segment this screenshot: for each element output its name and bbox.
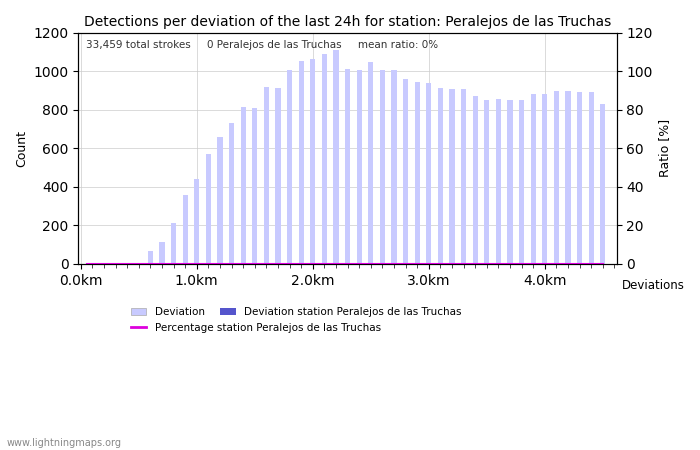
Bar xyxy=(536,263,542,264)
Percentage station Peralejos de las Truchas xyxy=(512,261,520,266)
Bar xyxy=(409,263,414,264)
Bar xyxy=(363,263,368,264)
Text: Deviations: Deviations xyxy=(622,279,685,292)
Text: www.lightningmaps.org: www.lightningmaps.org xyxy=(7,438,122,448)
Bar xyxy=(211,263,217,264)
Bar xyxy=(287,69,292,264)
Bar xyxy=(165,263,170,264)
Bar xyxy=(542,94,547,264)
Bar xyxy=(270,263,275,264)
Bar xyxy=(241,107,246,264)
Bar xyxy=(252,108,258,264)
Bar xyxy=(258,263,263,264)
Bar xyxy=(310,59,316,264)
Bar xyxy=(386,263,391,264)
Bar xyxy=(374,263,379,264)
Bar xyxy=(455,263,461,264)
Bar xyxy=(264,87,269,264)
Bar xyxy=(519,100,524,264)
Bar xyxy=(490,263,495,264)
Bar xyxy=(496,99,501,264)
Bar xyxy=(583,263,588,264)
Bar xyxy=(293,263,298,264)
Bar xyxy=(298,61,304,264)
Bar xyxy=(206,154,211,264)
Bar xyxy=(502,263,507,264)
Bar xyxy=(508,100,512,264)
Bar xyxy=(194,179,199,264)
Bar xyxy=(223,263,228,264)
Percentage station Peralejos de las Truchas xyxy=(442,261,450,266)
Bar xyxy=(275,88,281,264)
Bar xyxy=(559,263,565,264)
Bar xyxy=(328,263,332,264)
Bar xyxy=(571,263,576,264)
Percentage station Peralejos de las Truchas xyxy=(575,261,584,266)
Bar xyxy=(188,263,193,264)
Bar xyxy=(234,263,240,264)
Bar xyxy=(426,83,431,264)
Bar xyxy=(153,263,159,264)
Percentage station Peralejos de las Truchas xyxy=(152,261,160,266)
Bar xyxy=(461,89,466,264)
Bar xyxy=(339,263,344,264)
Bar xyxy=(403,79,408,264)
Bar xyxy=(594,263,600,264)
Bar xyxy=(304,263,309,264)
Bar xyxy=(449,89,454,264)
Y-axis label: Ratio [%]: Ratio [%] xyxy=(659,119,671,177)
Percentage station Peralejos de las Truchas xyxy=(239,261,247,266)
Bar xyxy=(525,263,530,264)
Bar xyxy=(368,62,373,264)
Bar xyxy=(160,242,164,264)
Bar xyxy=(246,263,251,264)
Bar xyxy=(217,137,223,264)
Bar xyxy=(200,263,205,264)
Bar xyxy=(345,68,350,264)
Bar xyxy=(356,69,362,264)
Title: Detections per deviation of the last 24h for station: Peralejos de las Truchas: Detections per deviation of the last 24h… xyxy=(84,15,611,29)
Bar xyxy=(414,82,420,264)
Bar xyxy=(229,123,234,264)
Bar xyxy=(484,100,489,264)
Bar xyxy=(171,224,176,264)
Bar xyxy=(333,50,339,264)
Percentage station Peralejos de las Truchas xyxy=(83,261,91,266)
Bar xyxy=(351,263,356,264)
Bar xyxy=(577,92,582,264)
Bar xyxy=(148,252,153,264)
Bar xyxy=(316,263,321,264)
Bar xyxy=(391,69,397,264)
Bar xyxy=(531,94,536,264)
Bar xyxy=(473,96,478,264)
Text: 33,459 total strokes     0 Peralejos de las Truchas     mean ratio: 0%: 33,459 total strokes 0 Peralejos de las … xyxy=(87,40,439,50)
Bar xyxy=(176,263,182,264)
Bar xyxy=(397,263,402,264)
Bar xyxy=(566,91,570,264)
Bar xyxy=(438,88,443,264)
Bar xyxy=(467,263,472,264)
Y-axis label: Count: Count xyxy=(15,130,28,167)
Bar xyxy=(478,263,484,264)
Bar xyxy=(600,104,606,264)
Bar xyxy=(432,263,438,264)
Bar xyxy=(444,263,449,264)
Bar xyxy=(379,69,385,264)
Legend: Percentage station Peralejos de las Truchas: Percentage station Peralejos de las Truc… xyxy=(127,319,385,337)
Bar xyxy=(554,91,559,264)
Bar xyxy=(589,92,594,264)
Bar xyxy=(183,194,188,264)
Bar xyxy=(513,263,519,264)
Bar xyxy=(322,54,327,264)
Percentage station Peralejos de las Truchas xyxy=(523,261,531,266)
Bar xyxy=(281,263,286,264)
Bar xyxy=(548,263,553,264)
Bar xyxy=(420,263,426,264)
Percentage station Peralejos de las Truchas xyxy=(598,261,607,266)
